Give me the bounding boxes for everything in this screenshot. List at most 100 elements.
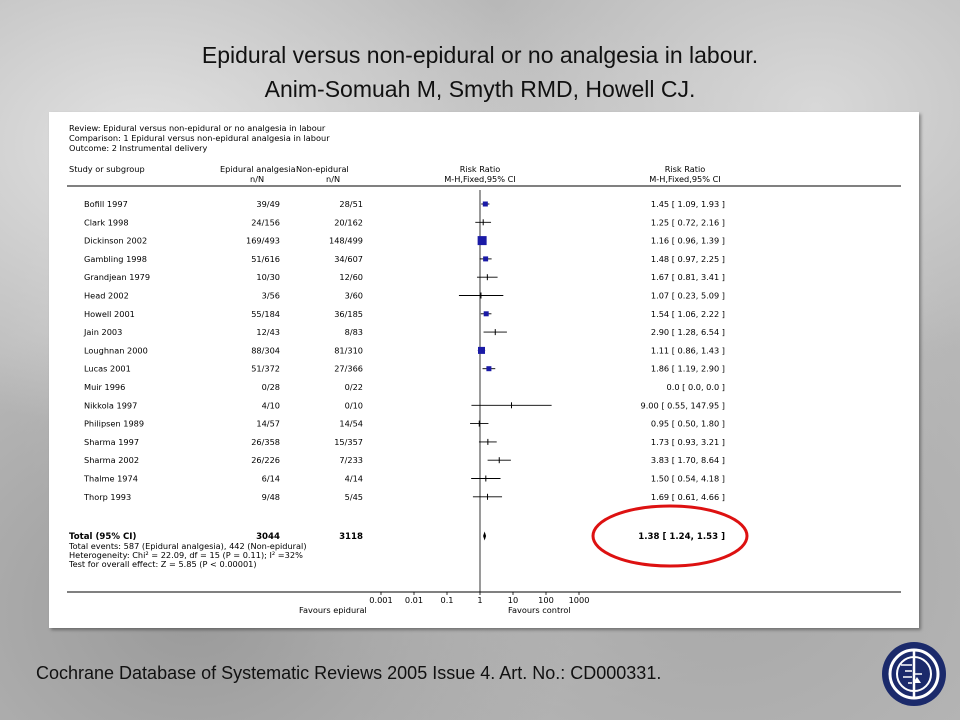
- total-note: Test for overall effect: Z = 5.85 (P < 0…: [68, 559, 257, 569]
- column-study: Study or subgroup: [69, 164, 145, 174]
- risk-ratio-text: 0.0 [ 0.0, 0.0 ]: [667, 382, 725, 392]
- nonepidural-events: 34/607: [334, 254, 363, 264]
- risk-ratio-text: 3.83 [ 1.70, 8.64 ]: [651, 455, 725, 465]
- total-label: Total (95% CI): [69, 532, 136, 542]
- column-epidural-title: Epidural analgesia: [220, 164, 296, 174]
- column-rr-value-title: Risk Ratio: [665, 164, 706, 174]
- epidural-events: 24/156: [251, 217, 280, 227]
- nonepidural-events: 7/233: [339, 455, 363, 465]
- favours-left-label: Favours epidural: [299, 605, 367, 615]
- epidural-events: 10/30: [256, 272, 280, 282]
- study-name: Jain 2003: [83, 327, 122, 337]
- study-name: Thalme 1974: [83, 474, 138, 484]
- epidural-events: 12/43: [256, 327, 280, 337]
- column-rr-plot-title: Risk Ratio: [460, 164, 501, 174]
- risk-ratio-text: 1.45 [ 1.09, 1.93 ]: [651, 199, 725, 209]
- x-tick-label: 0.01: [405, 595, 423, 605]
- cochrane-logo-icon: [882, 642, 946, 706]
- epidural-events: 169/493: [246, 236, 280, 246]
- study-name: Nikkola 1997: [84, 400, 137, 410]
- x-tick-label: 10: [508, 595, 518, 605]
- nonepidural-events: 5/45: [345, 492, 363, 502]
- nonepidural-events: 27/366: [334, 364, 363, 374]
- study-name: Sharma 1997: [84, 437, 139, 447]
- epidural-events: 4/10: [262, 400, 280, 410]
- risk-ratio-text: 9.00 [ 0.55, 147.95 ]: [640, 400, 725, 410]
- epidural-events: 26/358: [251, 437, 280, 447]
- epidural-events: 51/616: [251, 254, 280, 264]
- nonepidural-events: 4/14: [345, 474, 363, 484]
- risk-ratio-text: 1.69 [ 0.61, 4.66 ]: [651, 492, 725, 502]
- column-epidural-sub: n/N: [250, 174, 264, 184]
- nonepidural-events: 3/60: [345, 291, 363, 301]
- study-name: Lucas 2001: [84, 364, 131, 374]
- risk-ratio-text: 1.73 [ 0.93, 3.21 ]: [651, 437, 725, 447]
- forest-plot: Review: Epidural versus non-epidural or …: [67, 123, 901, 615]
- nonepidural-events: 12/60: [339, 272, 363, 282]
- effect-square: [482, 201, 488, 207]
- risk-ratio-text: 1.07 [ 0.23, 5.09 ]: [651, 291, 725, 301]
- column-nonepidural-sub: n/N: [326, 174, 340, 184]
- risk-ratio-text: 1.25 [ 0.72, 2.16 ]: [651, 217, 725, 227]
- nonepidural-events: 28/51: [339, 199, 363, 209]
- study-name: Muir 1996: [84, 382, 125, 392]
- study-name: Head 2002: [84, 291, 129, 301]
- nonepidural-events: 14/54: [339, 419, 363, 429]
- total-epidural: 3044: [256, 532, 280, 542]
- nonepidural-events: 20/162: [334, 217, 363, 227]
- highlight-ring: [591, 504, 749, 568]
- favours-right-label: Favours control: [508, 605, 571, 615]
- total-diamond: [483, 531, 487, 541]
- risk-ratio-text: 2.90 [ 1.28, 6.54 ]: [651, 327, 725, 337]
- effect-square: [483, 311, 489, 317]
- epidural-events: 88/304: [251, 345, 280, 355]
- epidural-events: 26/226: [251, 455, 280, 465]
- column-rr-plot-sub: M-H,Fixed,95% CI: [444, 174, 516, 184]
- risk-ratio-text: 1.67 [ 0.81, 3.41 ]: [651, 272, 725, 282]
- epidural-events: 14/57: [256, 419, 280, 429]
- citation-footer: Cochrane Database of Systematic Reviews …: [36, 663, 662, 683]
- effect-square: [477, 236, 487, 246]
- study-name: Dickinson 2002: [84, 236, 147, 246]
- nonepidural-events: 0/10: [345, 400, 363, 410]
- study-name: Clark 1998: [84, 217, 129, 227]
- epidural-events: 39/49: [256, 199, 280, 209]
- total-risk-ratio-text: 1.38 [ 1.24, 1.53 ]: [638, 532, 725, 542]
- risk-ratio-text: 1.16 [ 0.96, 1.39 ]: [651, 236, 725, 246]
- epidural-events: 6/14: [262, 474, 280, 484]
- study-name: Thorp 1993: [83, 492, 131, 502]
- header-outcome: Outcome: 2 Instrumental delivery: [69, 143, 208, 153]
- x-tick-label: 0.1: [440, 595, 453, 605]
- column-rr-value-sub: M-H,Fixed,95% CI: [649, 174, 721, 184]
- risk-ratio-text: 1.86 [ 1.19, 2.90 ]: [651, 364, 725, 374]
- forest-plot-panel: Review: Epidural versus non-epidural or …: [49, 112, 919, 628]
- nonepidural-events: 8/83: [345, 327, 363, 337]
- x-tick-label: 0.001: [369, 595, 392, 605]
- risk-ratio-text: 1.11 [ 0.86, 1.43 ]: [651, 345, 725, 355]
- nonepidural-events: 148/499: [329, 236, 363, 246]
- study-name: Loughnan 2000: [84, 345, 148, 355]
- risk-ratio-text: 1.48 [ 0.97, 2.25 ]: [651, 254, 725, 264]
- x-tick-label: 100: [538, 595, 554, 605]
- study-name: Howell 2001: [84, 309, 135, 319]
- title-line-1: Epidural versus non-epidural or no analg…: [201, 42, 759, 68]
- study-name: Grandjean 1979: [84, 272, 150, 282]
- slide-title: Epidural versus non-epidural or no analg…: [0, 38, 960, 106]
- study-name: Gambling 1998: [84, 254, 147, 264]
- title-line-2: Anim-Somuah M, Smyth RMD, Howell CJ.: [264, 76, 696, 102]
- header-comparison: Comparison: 1 Epidural versus non-epidur…: [69, 133, 330, 143]
- total-note: Total events: 587 (Epidural analgesia), …: [68, 541, 307, 551]
- epidural-events: 0/28: [262, 382, 280, 392]
- epidural-events: 51/372: [251, 364, 280, 374]
- epidural-events: 55/184: [251, 309, 280, 319]
- nonepidural-events: 81/310: [334, 345, 363, 355]
- effect-square: [486, 366, 492, 372]
- risk-ratio-text: 1.50 [ 0.54, 4.18 ]: [651, 474, 725, 484]
- study-name: Bofill 1997: [84, 199, 128, 209]
- x-tick-label: 1: [477, 595, 482, 605]
- column-nonepidural-title: Non-epidural: [296, 164, 349, 174]
- nonepidural-events: 36/185: [334, 309, 363, 319]
- header-review: Review: Epidural versus non-epidural or …: [69, 123, 326, 133]
- total-note: Heterogeneity: Chi² = 22.09, df = 15 (P …: [69, 550, 303, 560]
- epidural-events: 9/48: [262, 492, 280, 502]
